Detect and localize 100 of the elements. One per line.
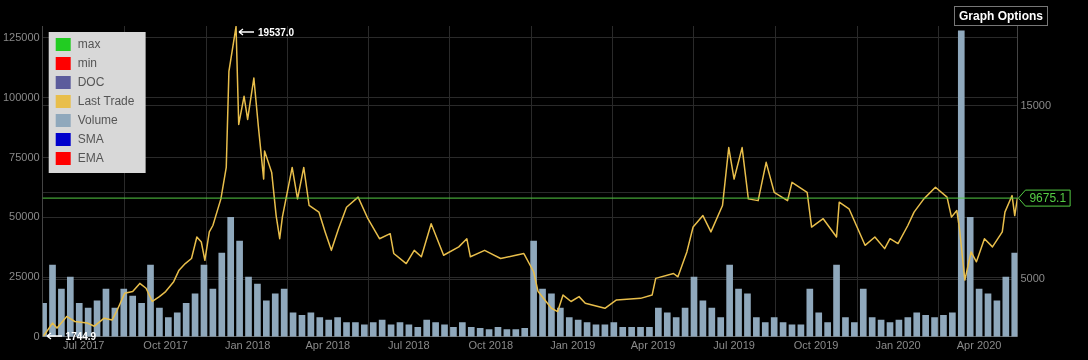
bar <box>851 322 858 337</box>
legend-label: SMA <box>77 132 104 147</box>
bar <box>726 264 733 337</box>
bar <box>1002 276 1010 337</box>
bar <box>49 264 56 337</box>
bar <box>138 303 145 337</box>
bar <box>655 307 662 337</box>
y2-tick-label: 5000 <box>1020 272 1045 285</box>
bar <box>325 319 333 337</box>
bar <box>414 326 422 337</box>
x-tick-label: Jul 2018 <box>388 339 430 352</box>
legend-label: max <box>77 37 101 52</box>
bar <box>530 240 537 337</box>
y-tick-label: 100000 <box>2 90 40 103</box>
bar <box>147 264 154 337</box>
bar <box>761 322 769 337</box>
ref-line-label: 9675.1 <box>1029 191 1067 206</box>
bar <box>931 317 938 337</box>
x-tick-label: Oct 2019 <box>793 339 839 352</box>
bar <box>236 240 243 337</box>
bar <box>868 317 876 337</box>
y-tick-label: 50000 <box>9 210 40 223</box>
bar <box>521 328 529 337</box>
x-tick-label: Apr 2020 <box>956 339 1002 352</box>
bar <box>173 312 181 337</box>
annotation: 19537.0 <box>257 26 296 38</box>
x-tick-label: Jan 2019 <box>550 339 596 352</box>
bar <box>717 317 725 337</box>
bar <box>245 276 252 337</box>
bar <box>770 317 778 337</box>
y-tick-label: 125000 <box>2 30 40 43</box>
bar <box>824 322 831 337</box>
bar <box>672 317 680 337</box>
bar <box>450 326 457 337</box>
bar <box>628 326 635 337</box>
bar <box>165 317 172 337</box>
bar <box>708 307 716 337</box>
bar <box>619 326 627 337</box>
bar <box>432 322 439 337</box>
bar <box>949 312 956 337</box>
bar <box>539 288 546 337</box>
bar <box>557 307 564 337</box>
bar <box>1011 252 1018 337</box>
bar <box>423 319 431 337</box>
bar <box>129 295 137 337</box>
bar <box>191 293 199 337</box>
bar <box>271 293 279 337</box>
bar <box>859 288 867 337</box>
bar <box>940 314 947 337</box>
bar <box>735 288 742 337</box>
x-tick-label: Jan 2020 <box>875 339 921 352</box>
y-tick-label: 0 <box>33 329 40 342</box>
bar <box>361 324 368 337</box>
bar <box>957 30 965 337</box>
x-tick-label: Apr 2018 <box>305 339 351 352</box>
bar <box>227 216 235 337</box>
bar <box>343 322 350 337</box>
bar <box>833 264 840 337</box>
bar <box>744 293 751 337</box>
bar <box>904 317 912 337</box>
y-tick-label: 75000 <box>9 150 40 163</box>
x-tick-label: Oct 2017 <box>143 339 188 352</box>
bar <box>120 288 128 337</box>
bar <box>512 329 520 337</box>
bar <box>806 288 814 337</box>
bar <box>842 317 849 337</box>
bar <box>263 300 270 337</box>
bar <box>352 322 359 337</box>
bar <box>58 288 65 337</box>
annotation: 1744.9 <box>65 330 97 342</box>
bar <box>753 317 760 337</box>
bar <box>565 317 573 337</box>
x-tick-label: Jul 2017 <box>62 339 105 352</box>
options-button: Graph Options <box>954 6 1048 26</box>
x-tick-label: Jul 2019 <box>713 339 755 352</box>
bar <box>610 322 618 337</box>
legend-label: min <box>77 56 98 71</box>
bar <box>369 322 377 337</box>
x-tick-label: Apr 2019 <box>630 339 676 352</box>
bar <box>966 216 974 337</box>
bar <box>441 324 448 337</box>
bar <box>548 293 555 337</box>
legend-label: EMA <box>77 151 104 166</box>
bar <box>316 317 324 337</box>
legend-label: DOC <box>77 75 105 90</box>
bar <box>646 326 653 337</box>
bar <box>922 314 929 337</box>
bar <box>815 312 823 337</box>
bar <box>574 319 582 337</box>
bar <box>156 307 163 337</box>
bar <box>218 252 226 337</box>
y2-tick-label: 15000 <box>1020 98 1052 111</box>
x-tick-label: Jan 2018 <box>224 339 271 352</box>
bar <box>637 326 644 337</box>
bar <box>467 326 475 337</box>
x-tick-label: Oct 2018 <box>468 339 514 352</box>
bar <box>459 322 466 337</box>
y-tick-label: 25000 <box>9 270 40 283</box>
bar <box>334 317 341 337</box>
bar <box>254 283 261 337</box>
